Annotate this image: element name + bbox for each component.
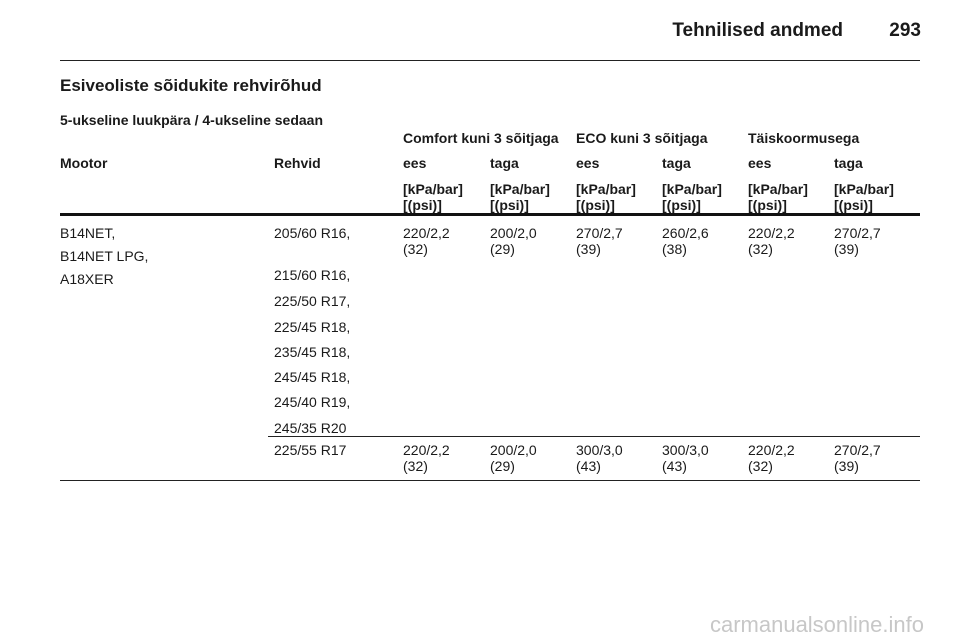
pressure-psi: (43) (662, 458, 687, 474)
pressure-value: 220/2,2 (403, 442, 450, 458)
pressure-value: 300/3,0 (662, 442, 709, 458)
pressure-value: 200/2,0 (490, 442, 537, 458)
pressure-psi: (39) (834, 241, 859, 257)
engine-name: B14NET LPG, (60, 248, 149, 264)
unit-header-line1: [kPa/bar] (576, 181, 636, 197)
group-header-full-load: Täiskoormusega (748, 130, 860, 146)
pressure-value: 200/2,0 (490, 225, 537, 241)
tire-size: 225/55 R17 (274, 442, 347, 458)
page-number: 293 (889, 20, 921, 41)
tire-size: 245/35 R20 (274, 420, 347, 436)
unit-header-line1: [kPa/bar] (403, 181, 463, 197)
tire-size: 245/45 R18, (274, 369, 351, 385)
pressure-psi: (39) (576, 241, 601, 257)
tire-size: 215/60 R16, (274, 267, 351, 283)
group-header-comfort: Comfort kuni 3 sõitjaga (403, 130, 559, 146)
column-header-front: ees (403, 155, 427, 171)
row-divider (268, 436, 920, 437)
unit-header-line1: [kPa/bar] (490, 181, 550, 197)
section-title: Esiveoliste sõidukite rehvirõhud (60, 76, 322, 95)
pressure-value: 270/2,7 (834, 225, 881, 241)
engine-name: A18XER (60, 271, 114, 287)
pressure-psi: (29) (490, 241, 515, 257)
engine-name: B14NET, (60, 225, 116, 241)
pressure-value: 300/3,0 (576, 442, 623, 458)
tire-size: 225/45 R18, (274, 319, 351, 335)
group-header-eco: ECO kuni 3 sõitjaga (576, 130, 708, 146)
unit-header-line1: [kPa/bar] (834, 181, 894, 197)
tire-size: 245/40 R19, (274, 394, 351, 410)
column-header-front: ees (576, 155, 600, 171)
table-subtitle: 5-ukseline luukpära / 4-ukseline sedaan (60, 112, 323, 128)
pressure-value: 270/2,7 (834, 442, 881, 458)
unit-header-line2: [(psi)] (576, 197, 615, 213)
unit-header-line2: [(psi)] (490, 197, 529, 213)
pressure-psi: (32) (748, 241, 773, 257)
unit-header-line2: [(psi)] (748, 197, 787, 213)
running-header-title: Tehnilised andmed (672, 20, 843, 41)
column-header-rear: taga (662, 155, 691, 171)
pressure-psi: (32) (748, 458, 773, 474)
pressure-value: 220/2,2 (748, 225, 795, 241)
pressure-psi: (39) (834, 458, 859, 474)
unit-header-line2: [(psi)] (403, 197, 442, 213)
tire-size: 205/60 R16, (274, 225, 351, 241)
pressure-value: 220/2,2 (748, 442, 795, 458)
unit-header-line2: [(psi)] (662, 197, 701, 213)
column-header-rear: taga (834, 155, 863, 171)
pressure-value: 260/2,6 (662, 225, 709, 241)
pressure-psi: (29) (490, 458, 515, 474)
pressure-psi: (32) (403, 241, 428, 257)
tire-size: 225/50 R17, (274, 293, 351, 309)
pressure-value: 270/2,7 (576, 225, 623, 241)
column-header-front: ees (748, 155, 772, 171)
pressure-psi: (32) (403, 458, 428, 474)
header-divider (60, 60, 920, 61)
pressure-psi: (43) (576, 458, 601, 474)
column-header-rear: taga (490, 155, 519, 171)
pressure-value: 220/2,2 (403, 225, 450, 241)
watermark: carmanualsonline.info (709, 612, 924, 637)
table-header-rule (60, 213, 920, 216)
table-bottom-rule (60, 480, 920, 481)
column-header-tires: Rehvid (274, 155, 321, 171)
tire-size: 235/45 R18, (274, 344, 351, 360)
pressure-psi: (38) (662, 241, 687, 257)
unit-header-line1: [kPa/bar] (748, 181, 808, 197)
unit-header-line1: [kPa/bar] (662, 181, 722, 197)
column-header-engine: Mootor (60, 155, 108, 171)
unit-header-line2: [(psi)] (834, 197, 873, 213)
